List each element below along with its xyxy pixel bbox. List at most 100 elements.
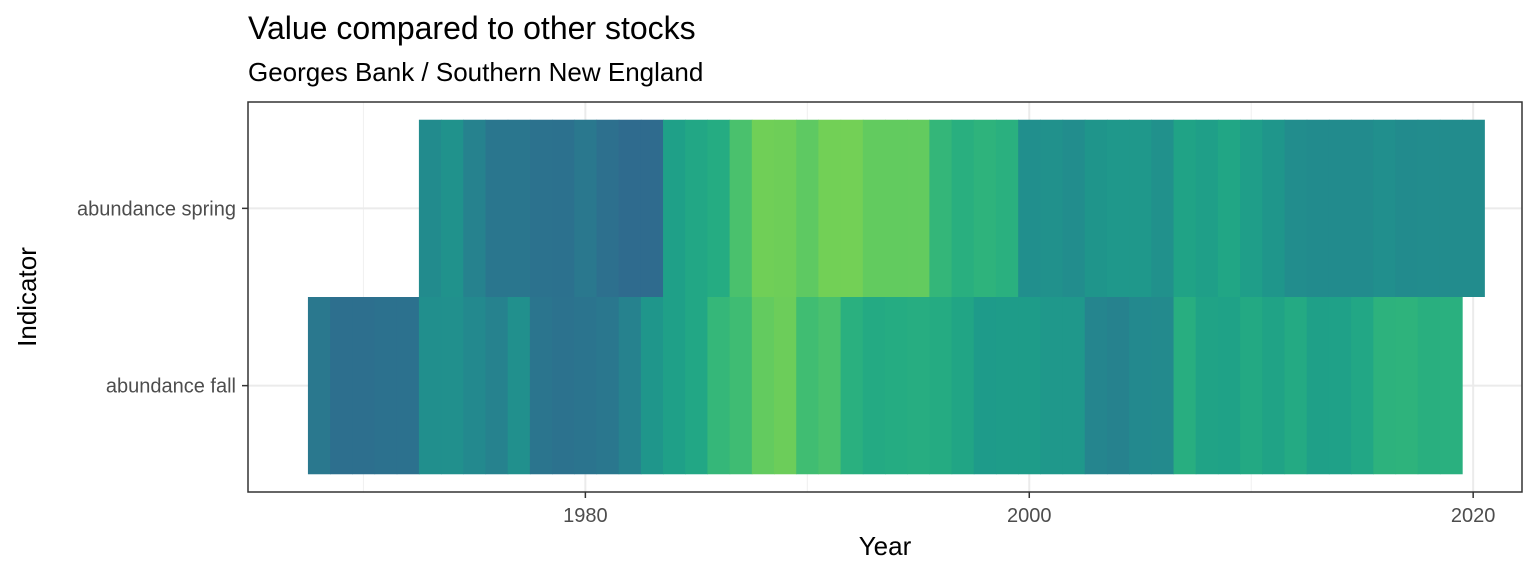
heatmap-tile <box>1262 119 1286 298</box>
y-axis: abundance fall abundance spring <box>77 198 248 398</box>
heatmap-tile <box>929 297 953 475</box>
heatmap-tile <box>1373 119 1397 298</box>
heatmap-tile <box>1240 297 1263 475</box>
heatmap-tile <box>640 119 664 298</box>
heatmap-tile <box>596 119 620 298</box>
heatmap-tile <box>995 119 1019 298</box>
heatmap-tile <box>1306 119 1330 298</box>
heatmap-tile <box>1417 119 1441 298</box>
heatmap-tile <box>885 119 908 298</box>
heatmap-tile <box>796 297 820 475</box>
heatmap-tile <box>463 297 487 475</box>
heatmap-tile <box>1328 119 1352 298</box>
heatmap-tile <box>796 119 820 298</box>
panel-border <box>247 101 1523 493</box>
heatmap-tile <box>1395 297 1419 475</box>
heatmap-tile <box>729 297 753 475</box>
heatmap-tile <box>1439 297 1463 475</box>
heatmap-tile <box>774 297 797 475</box>
y-axis-title: Indicator <box>12 247 42 347</box>
heatmap-tile <box>574 297 598 475</box>
heatmap-tile <box>307 297 331 475</box>
heatmap-tile <box>1328 297 1352 475</box>
heatmap-tile <box>618 119 642 298</box>
heatmap-tile <box>885 297 908 475</box>
heatmap-tile <box>1084 297 1108 475</box>
heatmap-tile <box>463 119 487 298</box>
heatmap-tile <box>862 119 886 298</box>
heatmap-tile <box>330 297 353 475</box>
heatmap-tile <box>707 119 731 298</box>
y-tick-label: abundance fall <box>106 376 236 398</box>
heatmap-tile <box>907 297 930 475</box>
heatmap-tile <box>507 119 531 298</box>
heatmap-tile <box>1417 297 1441 475</box>
heatmap-tile <box>951 297 975 475</box>
heatmap-tile <box>663 119 686 298</box>
heatmap-tile <box>707 297 731 475</box>
y-tick-label: abundance spring <box>77 198 236 220</box>
heatmap-tile <box>1018 297 1041 475</box>
heatmap-tile <box>973 297 997 475</box>
heatmap-tile <box>1373 297 1397 475</box>
heatmap-tile <box>418 119 442 298</box>
heatmap-tile <box>973 119 997 298</box>
heatmap-tile <box>374 297 398 475</box>
heatmap-tile <box>1395 119 1419 298</box>
heatmap-tile <box>907 119 930 298</box>
heatmap-tile <box>441 119 464 298</box>
heatmap-tile <box>840 297 864 475</box>
heatmap-tile <box>1217 119 1241 298</box>
heatmap-tile <box>529 119 553 298</box>
heatmap-tile <box>1018 119 1041 298</box>
heatmap-tile <box>818 297 842 475</box>
heatmap-tile <box>1129 119 1152 298</box>
heatmap-tile <box>951 119 975 298</box>
heatmap-tile <box>485 119 509 298</box>
heatmap-tile <box>1151 119 1175 298</box>
heatmap-tile <box>1129 297 1152 475</box>
plot-panel <box>247 101 1523 493</box>
heatmap-tile <box>1062 119 1086 298</box>
heatmap-tile <box>1351 119 1374 298</box>
heatmap-tile <box>596 297 620 475</box>
heatmap-tile <box>818 119 842 298</box>
heatmap-tile <box>774 119 797 298</box>
heatmap-tile <box>1262 297 1286 475</box>
heatmap-tile <box>529 297 553 475</box>
heatmap-tile <box>1306 297 1330 475</box>
heatmap-tile <box>685 119 709 298</box>
heatmap-tile <box>1062 297 1086 475</box>
heatmap-tile <box>1462 119 1485 298</box>
heatmap-tile <box>1106 119 1130 298</box>
heatmap-tile <box>1173 297 1197 475</box>
heatmap-tile <box>1284 119 1308 298</box>
heatmap-tile <box>1040 297 1064 475</box>
heatmap-tile <box>396 297 420 475</box>
heatmap-tile <box>574 119 598 298</box>
heatmap-tile <box>1040 119 1064 298</box>
x-axis-title: Year <box>859 531 912 561</box>
heatmap-tile <box>507 297 531 475</box>
heatmap-tile <box>840 119 864 298</box>
heatmap-tile <box>418 297 442 475</box>
x-tick-label: 2020 <box>1451 505 1496 527</box>
heatmap-tile <box>751 119 775 298</box>
heatmap-tile <box>1195 119 1219 298</box>
heatmap-tile <box>1195 297 1219 475</box>
heatmap-tile <box>685 297 709 475</box>
heatmap-tile <box>441 297 464 475</box>
chart-title: Value compared to other stocks <box>248 10 696 46</box>
heatmap-tile <box>618 297 642 475</box>
heatmap-tile <box>729 119 753 298</box>
heatmap-tile <box>1106 297 1130 475</box>
heatmap-tile <box>929 119 953 298</box>
x-axis: 1980 2000 2020 <box>563 492 1495 527</box>
heatmap-tile <box>1284 297 1308 475</box>
heatmap-tile <box>485 297 509 475</box>
x-tick-label: 1980 <box>563 505 608 527</box>
x-tick-label: 2000 <box>1007 505 1052 527</box>
heatmap-tile <box>552 119 575 298</box>
heatmap-tile <box>1173 119 1197 298</box>
